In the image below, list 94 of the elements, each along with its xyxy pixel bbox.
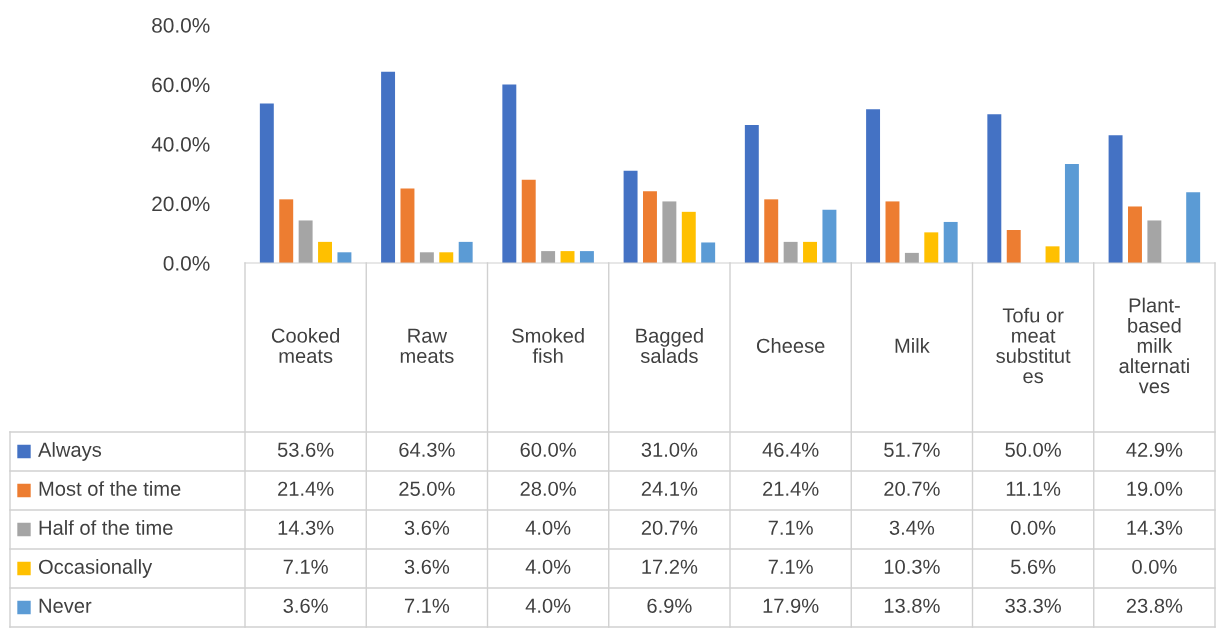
data-label: 24.1% [641, 481, 698, 496]
data-label: 21.4% [763, 481, 819, 496]
data-label: 53.6% [277, 442, 334, 457]
bar [783, 241, 798, 263]
legend-label: Never [39, 598, 92, 613]
y-tick-label: 80.0% [152, 18, 210, 33]
legend-label: Half of the time [39, 520, 173, 535]
x-tick-label: Plant- based milk alternati ves [1119, 297, 1189, 394]
x-tick-label: Milk [895, 338, 930, 353]
data-label: 20.7% [641, 520, 698, 535]
bar [579, 251, 594, 263]
bar [643, 191, 657, 263]
data-label: 7.1% [404, 598, 450, 613]
data-label: 17.9% [763, 598, 819, 613]
data-label: 5.6% [1010, 559, 1056, 574]
data-label: 64.3% [399, 442, 455, 457]
data-label: 19.0% [1127, 481, 1183, 496]
y-tick-label: 20.0% [152, 196, 210, 212]
data-label: 7.1% [768, 520, 813, 535]
data-label: 25.0% [399, 481, 455, 496]
bar [419, 252, 434, 263]
bar [885, 201, 900, 263]
data-label: 31.0% [641, 442, 698, 457]
bar [1186, 192, 1201, 263]
data-label: 4.0% [525, 559, 571, 574]
bar [1045, 246, 1060, 263]
x-tick-label: Bagged salads [636, 328, 703, 364]
bar [1128, 206, 1142, 263]
bar [337, 252, 352, 263]
data-label: 51.7% [884, 442, 940, 457]
bar [1147, 220, 1162, 263]
x-tick-label: Tofu or meat substitut es [996, 307, 1071, 384]
data-label: 3.6% [283, 598, 328, 613]
x-tick-label: Cheese [756, 338, 825, 353]
data-label: 0.0% [1132, 559, 1177, 574]
bar [541, 251, 556, 263]
bar [502, 84, 517, 263]
data-label: 10.3% [884, 559, 940, 574]
y-tick-label: 60.0% [152, 77, 210, 93]
data-label: 3.6% [404, 520, 450, 535]
data-label: 46.4% [762, 442, 819, 457]
x-tick-label: Smoked fish [512, 328, 584, 364]
data-label: 11.1% [1006, 481, 1061, 496]
bar [924, 232, 939, 263]
bar [701, 242, 716, 263]
bar [1064, 163, 1079, 263]
bar [1108, 135, 1123, 263]
bar [400, 188, 415, 263]
data-label: 4.0% [525, 520, 571, 535]
bar [822, 209, 837, 263]
data-label: 3.6% [404, 559, 450, 574]
data-label: 0.0% [1010, 520, 1056, 535]
data-label: 60.0% [520, 442, 576, 457]
data-label: 20.7% [884, 481, 940, 496]
data-label: 14.3% [278, 520, 334, 535]
data-label: 13.8% [884, 598, 940, 613]
bar [318, 241, 332, 263]
bar [259, 103, 274, 263]
data-label: 21.4% [278, 481, 334, 496]
data-label: 4.0% [525, 598, 571, 613]
data-label: 17.2% [642, 559, 698, 574]
bar [298, 220, 313, 263]
data-label: 33.3% [1005, 598, 1061, 613]
bar [458, 241, 473, 263]
x-tick-label: Cooked meats [271, 328, 340, 364]
legend-label: Most of the time [39, 481, 181, 496]
bar [439, 252, 454, 263]
y-tick-label: 0.0% [163, 256, 210, 271]
data-label: 28.0% [520, 481, 576, 496]
bar [866, 109, 881, 263]
bar [764, 199, 779, 263]
data-label: 23.8% [1126, 598, 1183, 613]
y-tick-label: 40.0% [151, 137, 210, 152]
legend-label: Always [38, 442, 102, 461]
legend-label: Occasionally [38, 559, 153, 578]
x-tick-label: Raw meats [400, 328, 454, 364]
bar [744, 124, 759, 263]
bar [662, 201, 677, 263]
data-label: 50.0% [1005, 442, 1061, 457]
data-label: 14.3% [1127, 520, 1183, 535]
bar [623, 170, 638, 263]
bar [987, 114, 1002, 263]
data-label: 3.4% [889, 520, 935, 535]
bar [803, 241, 817, 263]
data-label: 6.9% [647, 598, 692, 613]
bar [681, 211, 696, 263]
bar [521, 179, 536, 263]
bar [381, 71, 396, 263]
bar [1006, 229, 1021, 263]
bar [279, 199, 294, 263]
data-label: 7.1% [283, 559, 328, 574]
bar [943, 221, 958, 263]
data-label: 42.9% [1126, 442, 1183, 457]
data-label: 7.1% [768, 559, 813, 574]
